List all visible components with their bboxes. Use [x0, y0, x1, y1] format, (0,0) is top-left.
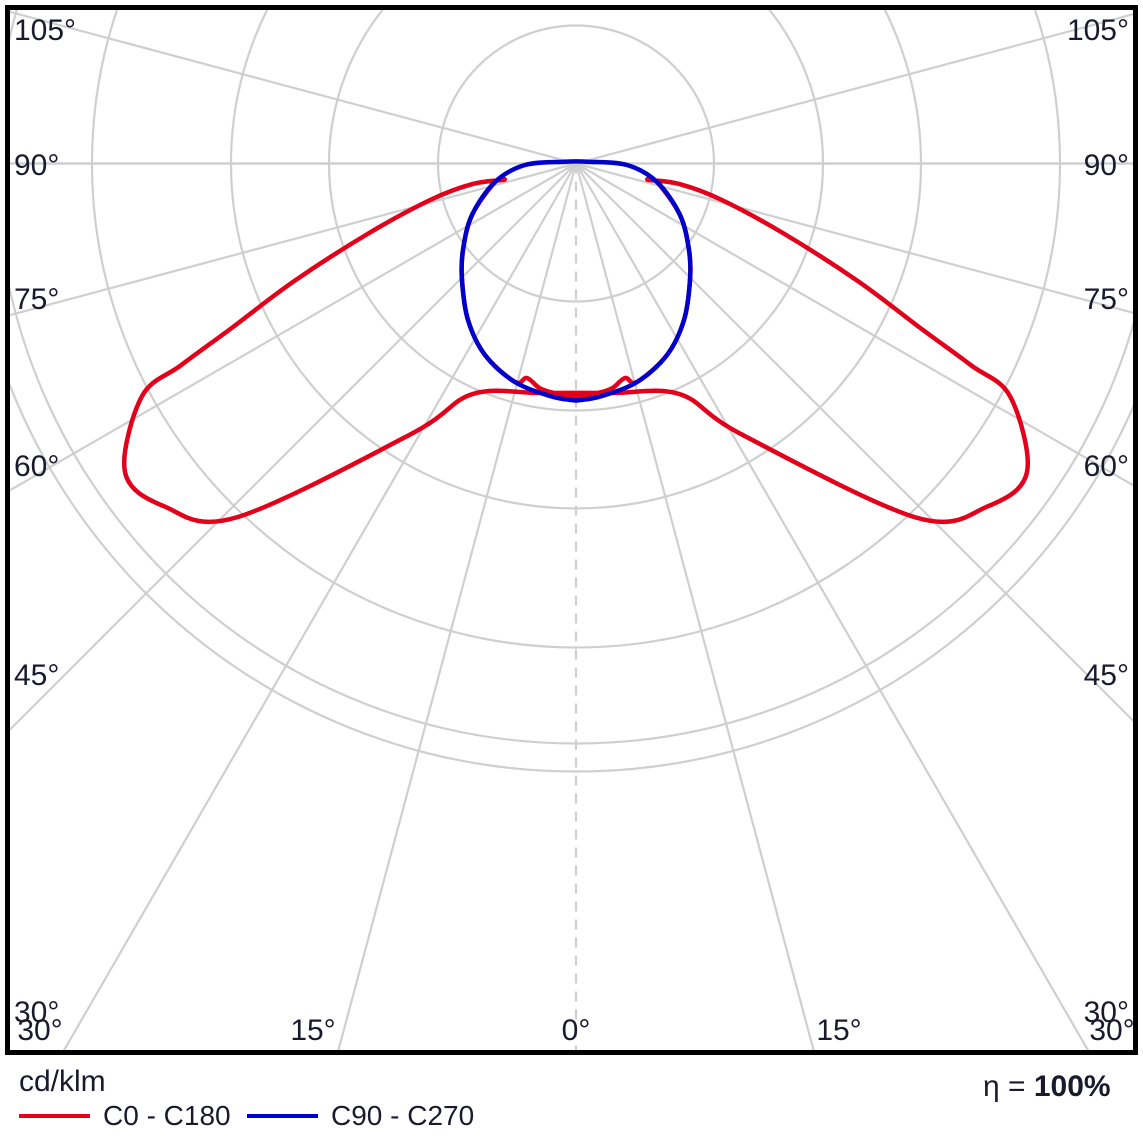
svg-text:η = 100%: η = 100%: [983, 1070, 1111, 1103]
svg-text:90°: 90°: [1084, 149, 1129, 182]
svg-text:90°: 90°: [14, 149, 59, 182]
svg-text:cd/klm: cd/klm: [19, 1065, 106, 1098]
svg-text:105°: 105°: [14, 14, 76, 47]
svg-text:60°: 60°: [14, 450, 59, 483]
svg-text:C90 - C270: C90 - C270: [331, 1100, 474, 1131]
svg-text:15°: 15°: [290, 1014, 335, 1047]
svg-text:0°: 0°: [562, 1014, 591, 1047]
svg-text:C0 - C180: C0 - C180: [103, 1100, 231, 1131]
svg-text:15°: 15°: [816, 1014, 861, 1047]
svg-text:30°: 30°: [1089, 1014, 1134, 1047]
svg-text:45°: 45°: [1084, 659, 1129, 692]
svg-text:45°: 45°: [14, 659, 59, 692]
svg-text:60°: 60°: [1084, 450, 1129, 483]
svg-text:30°: 30°: [17, 1014, 62, 1047]
svg-text:75°: 75°: [1084, 283, 1129, 316]
svg-text:105°: 105°: [1067, 14, 1129, 47]
svg-text:75°: 75°: [14, 283, 59, 316]
